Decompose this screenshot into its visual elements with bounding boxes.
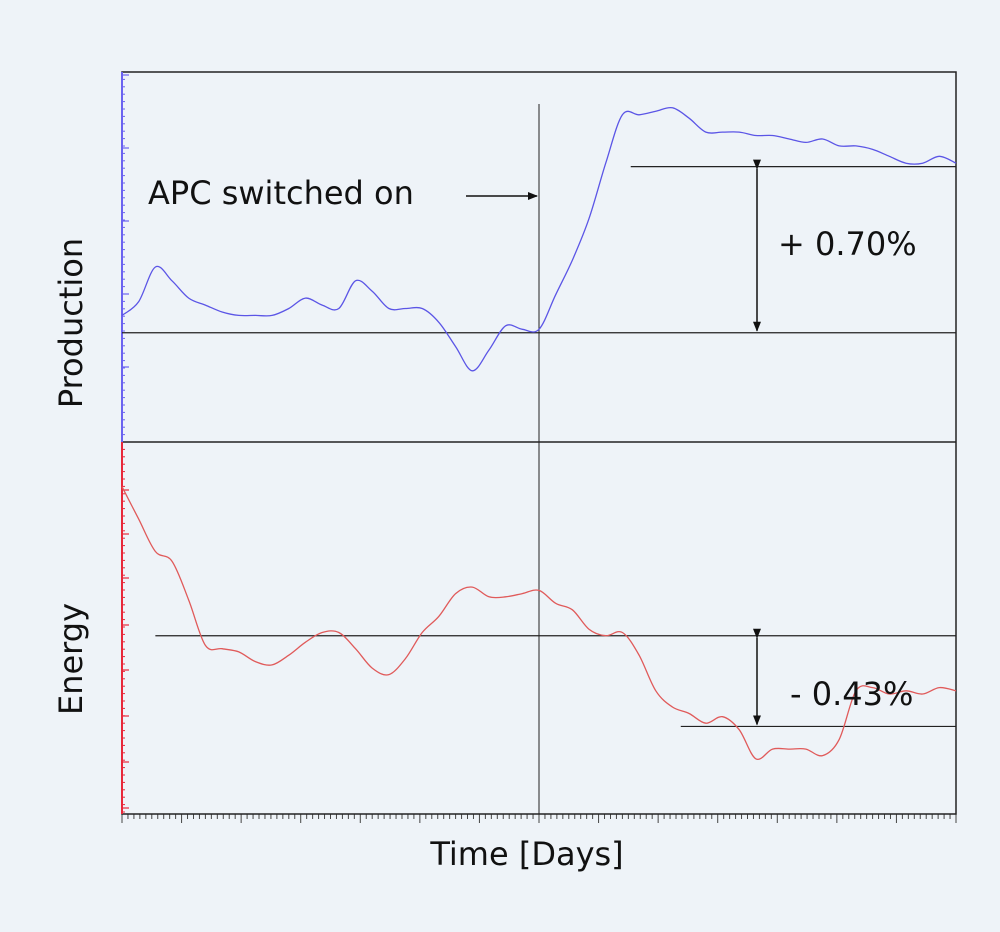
energy-delta-label: - 0.43% (790, 675, 913, 713)
x-axis-label: Time [Days] (429, 835, 623, 873)
production-series-line (121, 106, 957, 372)
x-axis-ticks (121, 814, 957, 823)
production-delta-label: + 0.70% (778, 225, 917, 263)
energy-series-line (121, 486, 957, 761)
level-lines (122, 166, 956, 728)
production-axis-label: Production (52, 238, 90, 408)
apc-event-label: APC switched on (148, 174, 414, 212)
production-y-ticks (122, 71, 129, 443)
energy-axis-label: Energy (52, 603, 90, 715)
